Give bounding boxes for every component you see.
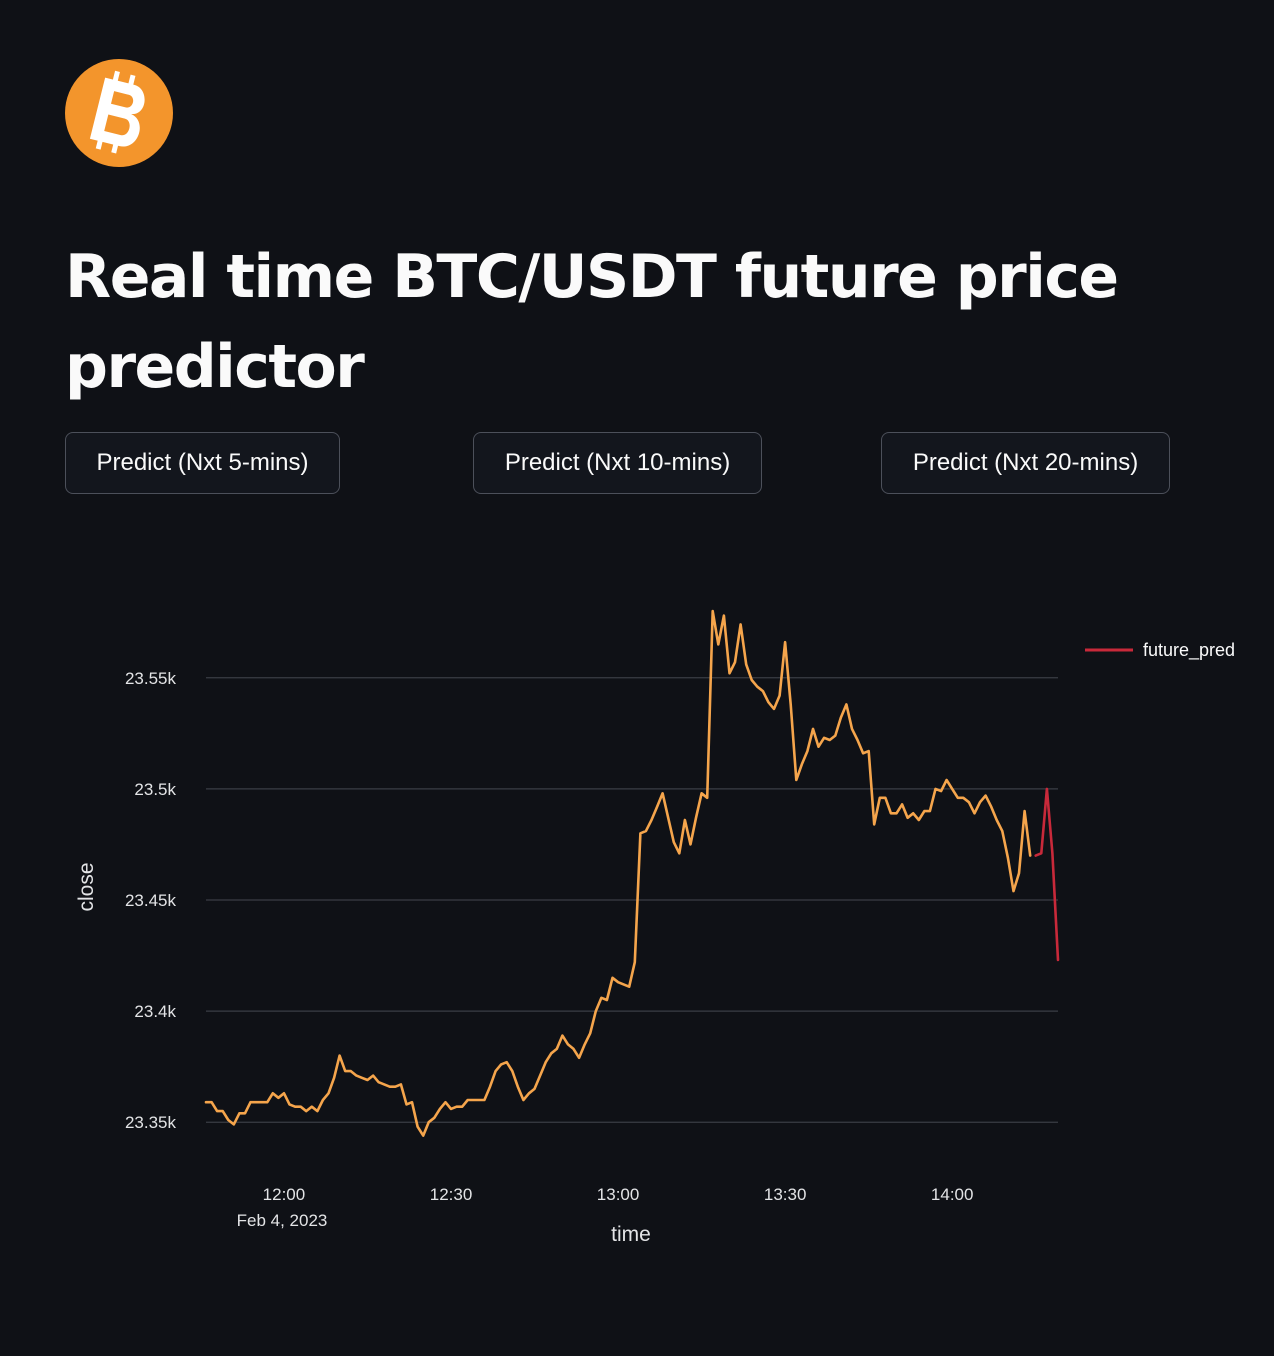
x-tick-label: 13:30	[764, 1185, 807, 1204]
x-tick-label: 12:00	[263, 1185, 306, 1204]
bitcoin-icon	[65, 59, 173, 167]
predict-5-mins-button[interactable]: Predict (Nxt 5-mins)	[65, 432, 340, 494]
predict-20-mins-button[interactable]: Predict (Nxt 20-mins)	[881, 432, 1170, 494]
x-tick-label: 14:00	[931, 1185, 974, 1204]
y-axis-title: close	[75, 862, 98, 911]
y-tick-label: 23.5k	[134, 780, 176, 799]
x-axis-title: time	[611, 1223, 651, 1246]
page-title: Real time BTC/USDT future price predicto…	[65, 242, 1119, 402]
y-tick-label: 23.4k	[134, 1002, 176, 1021]
x-tick-label: 13:00	[597, 1185, 640, 1204]
y-tick-label: 23.35k	[125, 1113, 177, 1132]
predict-10-mins-button[interactable]: Predict (Nxt 10-mins)	[473, 432, 762, 494]
x-axis-date-label: Feb 4, 2023	[237, 1211, 328, 1230]
price-chart: 23.35k 23.4k 23.45k 23.5k 23.55k 12:00 12:30 1…	[75, 609, 1235, 1246]
legend-label-future-pred: future_pred	[1143, 640, 1235, 661]
future-pred-line	[1034, 787, 1060, 962]
legend: future_pred	[1085, 640, 1235, 661]
x-tick-label: 12:30	[430, 1185, 473, 1204]
y-tick-label: 23.55k	[125, 669, 177, 688]
y-tick-label: 23.45k	[125, 891, 177, 910]
close-price-line	[204, 609, 1032, 1137]
